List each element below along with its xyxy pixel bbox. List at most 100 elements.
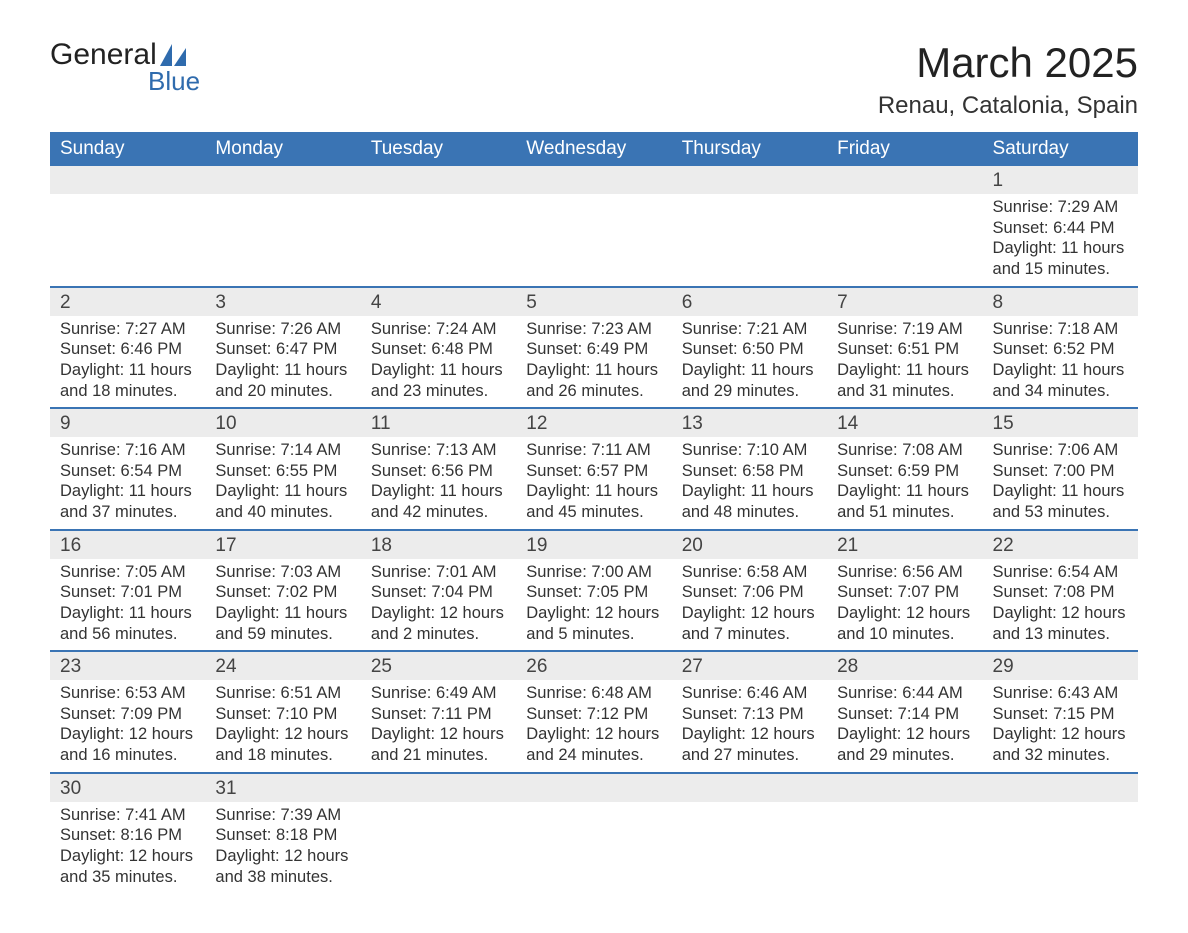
calendar-day-cell (361, 166, 516, 287)
day-sunrise: Sunrise: 7:16 AM (60, 440, 195, 461)
day-sunset: Sunset: 7:10 PM (215, 704, 350, 725)
day-dl2: and 29 minutes. (837, 745, 972, 766)
day-sunset: Sunset: 7:09 PM (60, 704, 195, 725)
day-dl2: and 18 minutes. (60, 381, 195, 402)
day-number: 13 (672, 409, 827, 437)
day-sunrise: Sunrise: 7:11 AM (526, 440, 661, 461)
day-sunrise: Sunrise: 7:13 AM (371, 440, 506, 461)
day-dl2: and 35 minutes. (60, 867, 195, 888)
day-sunset: Sunset: 6:56 PM (371, 461, 506, 482)
calendar-day-cell: 5Sunrise: 7:23 AMSunset: 6:49 PMDaylight… (516, 287, 671, 409)
day-sunset: Sunset: 6:54 PM (60, 461, 195, 482)
col-saturday: Saturday (983, 132, 1138, 166)
day-number: 22 (983, 531, 1138, 559)
day-sunset: Sunset: 6:57 PM (526, 461, 661, 482)
calendar-day-cell: 1Sunrise: 7:29 AMSunset: 6:44 PMDaylight… (983, 166, 1138, 287)
day-details: Sunrise: 7:13 AMSunset: 6:56 PMDaylight:… (361, 437, 516, 529)
day-sunrise: Sunrise: 7:29 AM (993, 197, 1128, 218)
day-dl2: and 45 minutes. (526, 502, 661, 523)
day-sunrise: Sunrise: 7:21 AM (682, 319, 817, 340)
day-number: 9 (50, 409, 205, 437)
day-number (516, 774, 671, 802)
day-details (672, 802, 827, 880)
brand-logo: General Blue (50, 40, 200, 94)
day-dl1: Daylight: 12 hours (526, 603, 661, 624)
day-dl1: Daylight: 12 hours (682, 724, 817, 745)
day-dl2: and 2 minutes. (371, 624, 506, 645)
day-sunrise: Sunrise: 7:10 AM (682, 440, 817, 461)
day-number: 18 (361, 531, 516, 559)
day-dl1: Daylight: 12 hours (837, 724, 972, 745)
day-sunset: Sunset: 6:52 PM (993, 339, 1128, 360)
day-sunrise: Sunrise: 7:05 AM (60, 562, 195, 583)
day-dl2: and 51 minutes. (837, 502, 972, 523)
calendar-day-cell (516, 166, 671, 287)
day-dl2: and 59 minutes. (215, 624, 350, 645)
calendar-day-cell: 8Sunrise: 7:18 AMSunset: 6:52 PMDaylight… (983, 287, 1138, 409)
day-number: 6 (672, 288, 827, 316)
day-dl2: and 32 minutes. (993, 745, 1128, 766)
day-sunset: Sunset: 7:13 PM (682, 704, 817, 725)
day-dl2: and 48 minutes. (682, 502, 817, 523)
day-sunset: Sunset: 7:04 PM (371, 582, 506, 603)
weekday-header-row: Sunday Monday Tuesday Wednesday Thursday… (50, 132, 1138, 166)
day-dl1: Daylight: 11 hours (371, 360, 506, 381)
day-dl2: and 34 minutes. (993, 381, 1128, 402)
day-number: 26 (516, 652, 671, 680)
day-dl2: and 20 minutes. (215, 381, 350, 402)
day-number: 29 (983, 652, 1138, 680)
calendar-day-cell: 19Sunrise: 7:00 AMSunset: 7:05 PMDayligh… (516, 530, 671, 652)
day-sunset: Sunset: 8:16 PM (60, 825, 195, 846)
day-details: Sunrise: 7:05 AMSunset: 7:01 PMDaylight:… (50, 559, 205, 651)
calendar-day-cell: 24Sunrise: 6:51 AMSunset: 7:10 PMDayligh… (205, 651, 360, 773)
col-tuesday: Tuesday (361, 132, 516, 166)
day-dl1: Daylight: 11 hours (837, 360, 972, 381)
calendar-day-cell (205, 166, 360, 287)
day-dl2: and 37 minutes. (60, 502, 195, 523)
day-sunset: Sunset: 7:12 PM (526, 704, 661, 725)
day-dl1: Daylight: 12 hours (993, 724, 1128, 745)
calendar-day-cell: 30Sunrise: 7:41 AMSunset: 8:16 PMDayligh… (50, 773, 205, 894)
day-dl1: Daylight: 11 hours (60, 360, 195, 381)
day-details: Sunrise: 7:11 AMSunset: 6:57 PMDaylight:… (516, 437, 671, 529)
day-dl1: Daylight: 11 hours (993, 481, 1128, 502)
day-number (205, 166, 360, 194)
day-number: 24 (205, 652, 360, 680)
calendar-day-cell (50, 166, 205, 287)
day-dl1: Daylight: 12 hours (60, 846, 195, 867)
day-dl1: Daylight: 11 hours (526, 360, 661, 381)
day-sunrise: Sunrise: 7:41 AM (60, 805, 195, 826)
day-number: 21 (827, 531, 982, 559)
day-number: 4 (361, 288, 516, 316)
day-sunrise: Sunrise: 7:23 AM (526, 319, 661, 340)
day-sunrise: Sunrise: 7:14 AM (215, 440, 350, 461)
day-dl2: and 23 minutes. (371, 381, 506, 402)
day-dl2: and 16 minutes. (60, 745, 195, 766)
day-dl1: Daylight: 12 hours (60, 724, 195, 745)
day-sunset: Sunset: 6:46 PM (60, 339, 195, 360)
sail-icon (160, 44, 186, 66)
day-sunrise: Sunrise: 7:39 AM (215, 805, 350, 826)
day-number: 10 (205, 409, 360, 437)
calendar-week-row: 1Sunrise: 7:29 AMSunset: 6:44 PMDaylight… (50, 166, 1138, 287)
day-details: Sunrise: 7:08 AMSunset: 6:59 PMDaylight:… (827, 437, 982, 529)
day-dl2: and 31 minutes. (837, 381, 972, 402)
day-dl2: and 5 minutes. (526, 624, 661, 645)
day-sunset: Sunset: 7:15 PM (993, 704, 1128, 725)
day-dl1: Daylight: 12 hours (371, 724, 506, 745)
col-monday: Monday (205, 132, 360, 166)
calendar-table: Sunday Monday Tuesday Wednesday Thursday… (50, 132, 1138, 893)
day-sunrise: Sunrise: 7:18 AM (993, 319, 1128, 340)
day-details: Sunrise: 7:16 AMSunset: 6:54 PMDaylight:… (50, 437, 205, 529)
calendar-day-cell (361, 773, 516, 894)
day-number (672, 166, 827, 194)
day-number: 27 (672, 652, 827, 680)
day-dl2: and 26 minutes. (526, 381, 661, 402)
day-dl2: and 13 minutes. (993, 624, 1128, 645)
day-number (50, 166, 205, 194)
day-details: Sunrise: 7:21 AMSunset: 6:50 PMDaylight:… (672, 316, 827, 408)
day-details (361, 194, 516, 272)
day-sunrise: Sunrise: 7:06 AM (993, 440, 1128, 461)
day-dl2: and 18 minutes. (215, 745, 350, 766)
day-details: Sunrise: 6:49 AMSunset: 7:11 PMDaylight:… (361, 680, 516, 772)
